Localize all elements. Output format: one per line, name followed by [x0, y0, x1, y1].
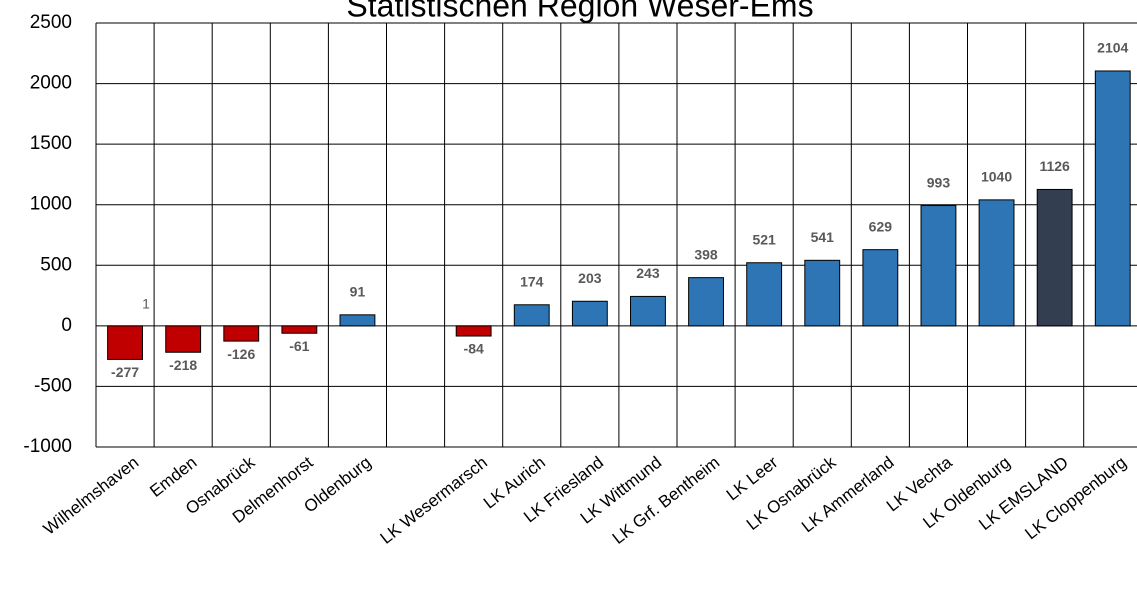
y-tick-label: -500: [34, 375, 72, 396]
value-label: 1040: [981, 169, 1012, 185]
bar: [339, 314, 376, 327]
y-tick-label: 2000: [30, 73, 72, 94]
bar: [223, 325, 260, 342]
value-label: 993: [927, 174, 951, 190]
chart-title: Statistischen Region Weser-Ems: [346, 0, 813, 23]
x-tick-label: LK Cloppenburg: [1021, 453, 1130, 544]
value-label: 629: [869, 218, 893, 234]
bar: [107, 325, 143, 360]
bar: [630, 295, 666, 327]
x-tick-label: LK Wesermarsch: [377, 453, 491, 548]
value-label: -277: [111, 364, 139, 380]
y-tick-label: -1000: [23, 436, 72, 457]
x-tick-label: LK Grf. Bentheim: [609, 453, 723, 548]
value-label: 541: [811, 229, 835, 245]
value-label: 243: [636, 265, 660, 281]
bar: [688, 277, 724, 327]
value-label: -61: [289, 338, 309, 354]
bar: [513, 304, 550, 327]
x-tick-label: Emden: [146, 453, 200, 501]
bar: [1094, 70, 1131, 327]
y-tick-label: 0: [61, 315, 72, 336]
value-label: 91: [350, 284, 366, 300]
value-label: -84: [464, 341, 484, 357]
value-label: -218: [169, 357, 197, 373]
bar: [862, 249, 899, 327]
y-tick-label: 2500: [30, 12, 72, 33]
y-tick-label: 500: [40, 254, 72, 275]
bar: [1036, 188, 1073, 327]
y-tick-label: 1500: [30, 133, 72, 154]
value-label: 2104: [1097, 40, 1128, 56]
value-label: 174: [520, 273, 544, 289]
bar: [571, 300, 608, 327]
x-tick-label: Wilhelmshaven: [40, 453, 143, 539]
bar: [978, 199, 1015, 327]
annotation: 1: [142, 296, 150, 312]
value-label: 521: [752, 231, 776, 247]
bar: [281, 325, 318, 334]
bar: [746, 262, 783, 327]
value-label: 398: [694, 246, 718, 262]
bar: [920, 205, 957, 327]
bar: [804, 259, 841, 327]
value-label: 203: [578, 270, 602, 286]
value-label: 1126: [1039, 158, 1070, 174]
bar: [455, 325, 492, 337]
y-tick-label: 1000: [30, 194, 72, 215]
value-label: -126: [227, 346, 255, 362]
bar: [165, 325, 202, 353]
